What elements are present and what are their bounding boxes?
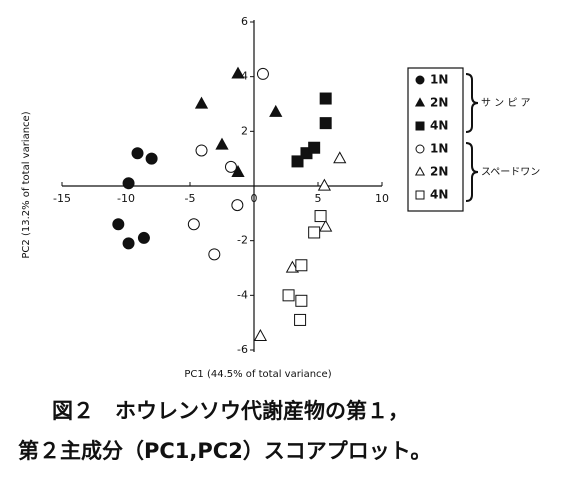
- point: [253, 328, 268, 341]
- y-axis-label: PC2 (13.2% of total variance): [21, 111, 32, 258]
- x-tick-label: 5: [315, 192, 322, 205]
- legend-group-label: サ ン ピ ア: [481, 97, 531, 109]
- point: [208, 248, 221, 261]
- legend-label: 2N: [430, 96, 448, 110]
- point: [414, 166, 426, 176]
- legend-label: 4N: [430, 188, 448, 202]
- point: [282, 289, 295, 302]
- x-tick-label: 10: [375, 192, 389, 205]
- legend-group-label: スペードワン: [481, 167, 540, 178]
- point: [112, 218, 125, 231]
- point: [308, 141, 321, 154]
- caption-line: 図２ ホウレンソウ代謝産物の第１，: [52, 399, 409, 423]
- point: [319, 219, 333, 232]
- point: [308, 226, 321, 239]
- y-tick-label: -6: [237, 343, 248, 356]
- point: [137, 231, 150, 244]
- point: [285, 260, 300, 273]
- x-tick-label: 0: [251, 192, 258, 205]
- point: [415, 190, 425, 200]
- point: [224, 160, 237, 173]
- point: [414, 97, 426, 107]
- legend-label: 2N: [430, 165, 448, 179]
- x-axis-label: PC1 (44.5% of total variance): [184, 369, 331, 380]
- point: [231, 199, 244, 212]
- y-tick-label: 6: [241, 15, 248, 28]
- point: [256, 67, 269, 80]
- y-tick-label: 2: [241, 124, 248, 137]
- x-tick-label: -15: [53, 192, 71, 205]
- point: [231, 164, 245, 177]
- point: [122, 177, 135, 190]
- y-tick-label: -2: [237, 234, 248, 247]
- point: [319, 117, 332, 130]
- caption-line: 第２主成分（PC1,PC2）スコアプロット。: [18, 439, 431, 463]
- point: [333, 151, 347, 164]
- legend-label: 4N: [430, 119, 448, 133]
- point: [415, 144, 425, 154]
- y-tick-label: 4: [241, 70, 248, 83]
- point: [317, 178, 332, 191]
- y-tick-label: -4: [237, 288, 248, 301]
- point: [295, 259, 308, 272]
- point: [215, 137, 229, 150]
- point: [415, 75, 425, 85]
- legend-label: 1N: [430, 142, 448, 156]
- point: [194, 96, 209, 109]
- legend-brace: [465, 73, 479, 133]
- point: [314, 210, 327, 223]
- point: [195, 144, 208, 157]
- legend-label: 1N: [430, 73, 448, 87]
- point: [291, 155, 304, 168]
- point: [145, 152, 158, 165]
- x-tick-label: -5: [185, 192, 196, 205]
- point: [269, 104, 283, 117]
- legend-box: [407, 67, 464, 212]
- legend-brace: [465, 142, 479, 202]
- point: [294, 313, 307, 326]
- point: [122, 237, 135, 250]
- point: [295, 294, 308, 307]
- point: [231, 66, 245, 79]
- point: [319, 92, 332, 105]
- point: [187, 218, 200, 231]
- point: [131, 147, 144, 160]
- x-tick-label: -10: [117, 192, 135, 205]
- point: [415, 121, 425, 131]
